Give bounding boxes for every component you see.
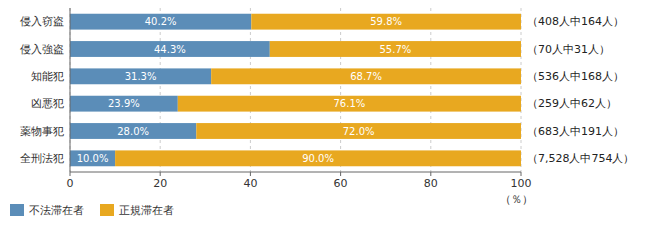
x-tick xyxy=(521,172,522,176)
x-tick-label: 80 xyxy=(424,177,438,190)
annotation: （70人中31人） xyxy=(527,43,610,56)
annotation: （683人中191人） xyxy=(527,125,624,138)
x-axis-line xyxy=(70,172,521,173)
bar xyxy=(70,96,178,112)
legend-label: 正規滞在者 xyxy=(119,204,174,217)
data-label: 28.0% xyxy=(117,126,149,137)
x-tick-label: 100 xyxy=(511,177,532,190)
bar xyxy=(70,150,115,166)
grid-line xyxy=(250,8,251,172)
data-label: 76.1% xyxy=(334,98,366,109)
annotation: （259人中62人） xyxy=(527,97,617,110)
x-tick xyxy=(160,172,161,176)
y-tick-label: 薬物事犯 xyxy=(20,125,64,138)
data-label: 10.0% xyxy=(77,153,109,164)
x-tick-label: 40 xyxy=(243,177,257,190)
bar xyxy=(211,68,521,84)
y-tick-label: 侵入強盗 xyxy=(20,43,64,56)
data-label: 90.0% xyxy=(302,153,334,164)
grid xyxy=(70,8,521,172)
y-tick-label: 全刑法犯 xyxy=(20,152,64,165)
grid-line xyxy=(430,8,431,172)
bar xyxy=(251,14,521,30)
x-tick-label: 60 xyxy=(334,177,348,190)
bar xyxy=(70,123,196,139)
data-label: 59.8% xyxy=(370,16,402,27)
grid-line xyxy=(340,8,341,172)
legend-label: 不法滞在者 xyxy=(29,204,84,217)
data-label: 44.3% xyxy=(154,44,186,55)
grid-line xyxy=(160,8,161,172)
chart: 40.2% 44.3% 31.3% 23.9% 28.0% 10.0% 59.8% 55.7%… xyxy=(0,0,661,244)
legend-swatch xyxy=(10,204,24,216)
data-label: 31.3% xyxy=(125,71,157,82)
bar xyxy=(178,96,521,112)
x-tick xyxy=(70,172,71,176)
data-labels: 40.2% 44.3% 31.3% 23.9% 28.0% 10.0% 59.8% 55.7%… xyxy=(77,16,412,164)
bar xyxy=(70,14,251,30)
y-tick-label: 知能犯 xyxy=(31,70,64,83)
data-label: 72.0% xyxy=(343,126,375,137)
x-tick-label: 20 xyxy=(153,177,167,190)
annotation: （7,528人中754人） xyxy=(527,152,635,165)
grid-line xyxy=(70,8,71,172)
bar xyxy=(270,41,521,57)
annotation: （408人中164人） xyxy=(527,15,624,28)
axes: 0 20 40 60 80 100 侵入窃盗侵入強盗知能犯凶悪犯薬物事犯全刑法犯 （％） xyxy=(20,8,533,206)
x-tick-label: 0 xyxy=(67,177,74,190)
x-axis-label: （％） xyxy=(500,193,533,206)
grid-line xyxy=(521,8,522,172)
bar xyxy=(70,41,270,57)
x-tick xyxy=(340,172,341,176)
legend: 不法滞在者 正規滞在者 xyxy=(10,204,174,217)
bars xyxy=(70,14,521,167)
bar xyxy=(196,123,521,139)
y-tick-label: 侵入窃盗 xyxy=(20,15,64,28)
data-label: 55.7% xyxy=(380,44,412,55)
annotation: （536人中168人） xyxy=(527,70,624,83)
data-label: 68.7% xyxy=(350,71,382,82)
data-label: 40.2% xyxy=(145,16,177,27)
y-tick-label: 凶悪犯 xyxy=(31,97,64,110)
x-tick xyxy=(250,172,251,176)
annotations: （408人中164人） （70人中31人） （536人中168人） （259人中62人… xyxy=(527,15,635,165)
data-label: 23.9% xyxy=(108,98,140,109)
x-tick xyxy=(430,172,431,176)
bar xyxy=(115,150,521,166)
bar xyxy=(70,68,211,84)
y-axis-line xyxy=(70,8,71,172)
legend-swatch xyxy=(100,204,114,216)
